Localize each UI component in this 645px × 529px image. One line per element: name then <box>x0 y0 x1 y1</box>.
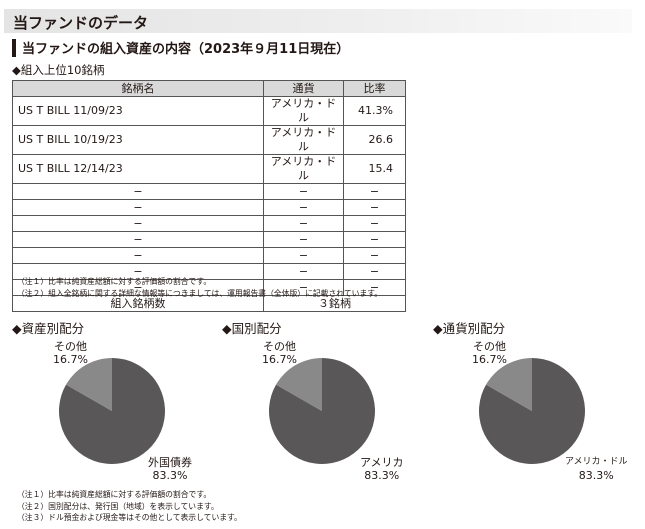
slice-value: 83.3% <box>364 469 400 482</box>
table-row: − − − <box>12 231 406 248</box>
section-heading: 当ファンドの組入資産の内容（2023年９月11日現在） <box>12 38 349 57</box>
page-title: 当ファンドのデータ <box>13 14 149 32</box>
asset-allocation-pie <box>58 358 165 464</box>
table-row: − − − <box>12 263 406 280</box>
country-allocation-title: ◆国別配分 <box>222 321 282 336</box>
currency: − <box>263 199 344 216</box>
currency: − <box>263 231 344 248</box>
ratio: 41.3% <box>343 96 406 126</box>
column-header: 通貨 <box>263 80 344 97</box>
holdings-table: 銘柄名 通貨 比率 US T BILL 11/09/23 アメリカ・ドル 41.3%… <box>12 80 406 312</box>
count-label: 組入銘柄数 <box>12 295 264 312</box>
currency-allocation-title: ◆通貨別配分 <box>433 321 506 336</box>
table-row: − − − <box>12 247 406 264</box>
pie-slice-main <box>58 358 165 464</box>
table-header-row: 銘柄名 通貨 比率 <box>12 80 406 97</box>
note-line: （注３）ドル預金および現金等はその他として表示しています。 <box>17 513 242 522</box>
slice-value: 16.7% <box>472 353 507 366</box>
slice-name: アメリカ・ドル <box>565 457 628 467</box>
security-name: − <box>12 183 264 200</box>
slice-name: その他 <box>262 340 296 353</box>
slice-label-other: その他 16.7% <box>53 340 88 366</box>
table-row: − − − <box>12 215 406 232</box>
slice-name: その他 <box>53 340 87 353</box>
currency: アメリカ・ドル <box>263 125 344 155</box>
security-name: − <box>12 231 264 248</box>
slice-label-other: その他 16.7% <box>472 340 507 366</box>
ratio: − <box>343 231 406 248</box>
table-row: US T BILL 11/09/23 アメリカ・ドル 41.3% <box>12 96 406 126</box>
count-value: ３銘柄 <box>263 295 406 312</box>
slice-label-main: 外国債券 83.3% <box>148 456 192 482</box>
country-allocation-pie <box>269 358 375 464</box>
pie-slice-other <box>66 358 112 411</box>
column-header: 銘柄名 <box>12 80 264 97</box>
security-name: − <box>12 215 264 232</box>
security-name: − <box>12 247 264 264</box>
currency-allocation-pie <box>479 358 585 464</box>
ratio: − <box>343 199 406 216</box>
currency: − <box>263 247 344 264</box>
ratio: − <box>343 215 406 232</box>
slice-label-main: アメリカ 83.3% <box>360 456 403 482</box>
table-notes: （注１）比率は純資産総額に対する評価額の割合です。 （注２）組入全銘柄に関する詳… <box>17 276 382 299</box>
slice-value: 83.3% <box>578 469 614 482</box>
security-name: US T BILL 12/14/23 <box>12 154 264 184</box>
security-name: − <box>12 199 264 216</box>
slice-value: 83.3% <box>152 469 188 482</box>
chart-notes: （注１）比率は純資産総額に対する評価額の割合です。 （注２）国別配分は、発行国（… <box>17 489 242 524</box>
currency: アメリカ・ドル <box>263 96 344 126</box>
header-bar <box>4 9 632 33</box>
top10-title: ◆組入上位10銘柄 <box>12 63 105 77</box>
ratio: − <box>343 183 406 200</box>
table-row: − − − <box>12 199 406 216</box>
column-header: 比率 <box>343 80 406 97</box>
slice-label-main: アメリカ・ドル 83.3% <box>565 456 628 482</box>
table-row: − − − <box>12 183 406 200</box>
currency: − <box>263 183 344 200</box>
slice-value: 16.7% <box>53 353 88 366</box>
slice-name: 外国債券 <box>148 456 192 469</box>
security-name: US T BILL 10/19/23 <box>12 125 264 155</box>
table-row: US T BILL 10/19/23 アメリカ・ドル 26.6 <box>12 125 406 155</box>
pie-slice-other <box>486 358 532 411</box>
ratio: − <box>343 247 406 264</box>
slice-label-other: その他 16.7% <box>262 340 297 366</box>
section-bar <box>12 38 16 57</box>
pie-slice-other <box>276 358 322 411</box>
security-name: US T BILL 11/09/23 <box>12 96 264 126</box>
ratio: 26.6 <box>343 125 406 155</box>
ratio: 15.4 <box>343 154 406 184</box>
asset-allocation-title: ◆資産別配分 <box>12 321 85 336</box>
note-line: （注１）比率は純資産総額に対する評価額の割合です。 <box>17 277 212 286</box>
table-row: US T BILL 12/14/23 アメリカ・ドル 15.4 <box>12 154 406 184</box>
slice-value: 16.7% <box>262 353 297 366</box>
section-title: 当ファンドの組入資産の内容（2023年９月11日現在） <box>22 42 350 57</box>
currency: − <box>263 215 344 232</box>
note-line: （注２）国別配分は、発行国（地域）を表示しています。 <box>17 501 219 511</box>
count-row: 組入銘柄数 ３銘柄 <box>12 295 406 312</box>
currency: アメリカ・ドル <box>263 154 344 184</box>
slice-name: アメリカ <box>360 456 404 469</box>
slice-name: その他 <box>472 340 506 353</box>
note-line: （注２）組入全銘柄に関する詳細な情報等につきましては、運用報告書（全体版）に記載… <box>17 288 383 298</box>
note-line: （注１）比率は純資産総額に対する評価額の割合です。 <box>17 490 212 499</box>
